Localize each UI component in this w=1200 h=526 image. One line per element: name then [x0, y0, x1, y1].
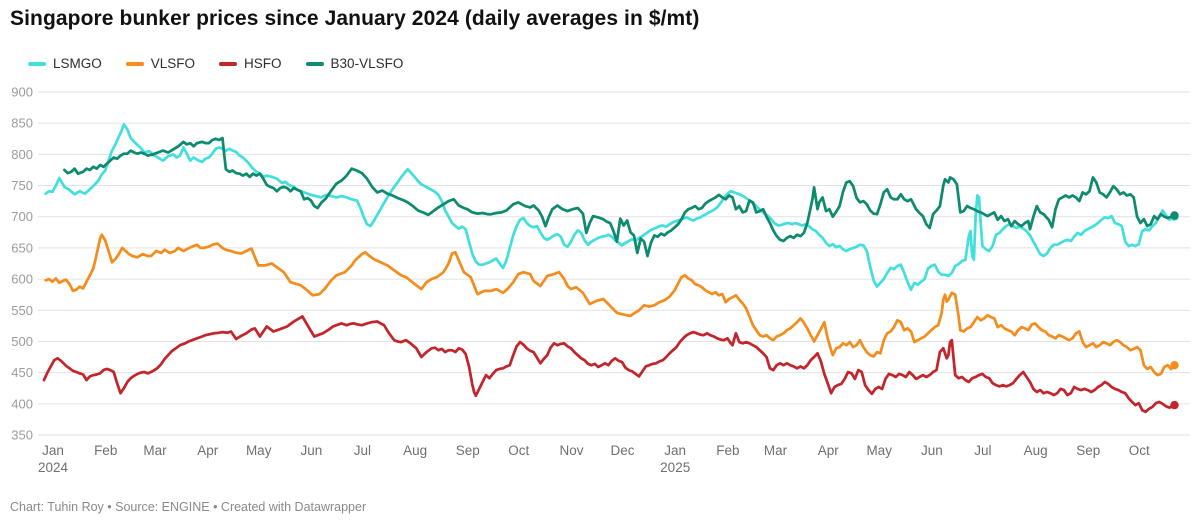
x-tick-year-label: 2024: [38, 460, 69, 475]
x-tick-label: Feb: [94, 443, 117, 458]
y-tick-label: 450: [11, 365, 33, 380]
y-tick-label: 600: [11, 272, 33, 287]
x-tick-year-label: 2025: [660, 460, 690, 475]
x-tick-label: Mar: [143, 443, 167, 458]
x-tick-label: Aug: [403, 443, 427, 458]
legend-label: VLSFO: [150, 56, 196, 71]
x-tick-label: Jul: [974, 443, 991, 458]
legend-label: B30-VLSFO: [330, 56, 404, 71]
x-tick-label: Apr: [818, 443, 840, 458]
y-tick-label: 800: [11, 147, 33, 162]
series-line-b30-vlsfo[interactable]: [63, 136, 1176, 258]
legend-swatch-icon: [305, 61, 324, 66]
legend-swatch-icon: [219, 61, 238, 66]
y-tick-label: 650: [11, 240, 33, 255]
legend-item-lsmgo: LSMGO: [28, 56, 102, 71]
series-line-vlsfo[interactable]: [44, 233, 1176, 377]
legend-item-hsfo: HSFO: [219, 56, 282, 71]
x-tick-label: Dec: [610, 443, 634, 458]
x-tick-label: Apr: [197, 443, 219, 458]
legend-label: LSMGO: [53, 56, 102, 71]
legend: LSMGO VLSFO HSFO B30-VLSFO: [28, 56, 403, 71]
legend-swatch-icon: [125, 61, 144, 66]
y-tick-label: 400: [11, 396, 33, 411]
y-tick-label: 350: [11, 428, 33, 443]
attribution-footer: Chart: Tuhin Roy • Source: ENGINE • Crea…: [10, 500, 367, 514]
x-tick-label: Jul: [354, 443, 371, 458]
y-tick-label: 500: [11, 334, 33, 349]
y-tick-label: 700: [11, 209, 33, 224]
x-tick-label: Oct: [508, 443, 529, 458]
y-tick-label: 850: [11, 116, 33, 131]
series-end-dot-vlsfo[interactable]: [1170, 361, 1179, 370]
x-tick-label: Sep: [1076, 443, 1100, 458]
x-tick-label: Jan: [664, 443, 686, 458]
x-tick-label: Nov: [559, 443, 583, 458]
legend-swatch-icon: [28, 61, 46, 66]
series-end-dot-hsfo[interactable]: [1170, 400, 1179, 410]
x-tick-label: Aug: [1024, 443, 1048, 458]
legend-label: HSFO: [244, 56, 282, 71]
series-line-hsfo[interactable]: [42, 315, 1176, 414]
x-tick-label: Jun: [921, 443, 943, 458]
y-tick-label: 550: [11, 303, 33, 318]
legend-item-b30-vlsfo: B30-VLSFO: [305, 56, 404, 71]
y-tick-label: 750: [11, 178, 33, 193]
x-tick-label: Feb: [716, 443, 739, 458]
y-tick-label: 900: [11, 85, 33, 100]
x-tick-label: Jan: [42, 443, 64, 458]
chart-title: Singapore bunker prices since January 20…: [10, 7, 700, 30]
series-end-dot-b30-vlsfo[interactable]: [1170, 211, 1179, 220]
x-tick-label: Sep: [456, 443, 480, 458]
x-tick-label: Jun: [301, 443, 323, 458]
legend-item-vlsfo: VLSFO: [125, 56, 196, 71]
x-tick-label: Oct: [1129, 443, 1150, 458]
series-line-lsmgo[interactable]: [44, 123, 1176, 292]
x-tick-label: Mar: [764, 443, 788, 458]
x-tick-label: May: [866, 443, 892, 458]
x-tick-label: May: [246, 443, 272, 458]
